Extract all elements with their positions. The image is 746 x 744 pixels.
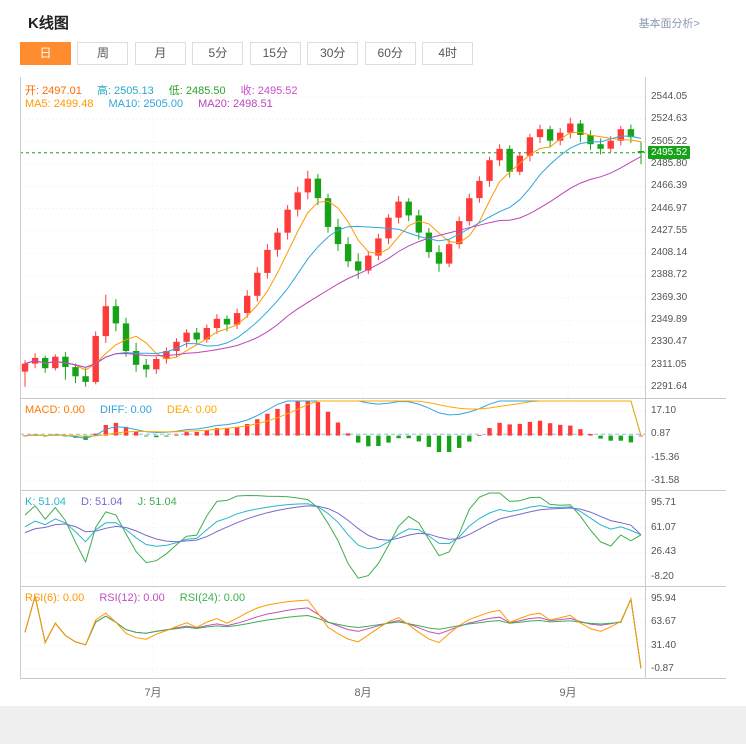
period-tabs: 日 周 月 5分 15分 30分 60分 4时 (20, 42, 746, 65)
axis-tick: 2330.47 (651, 336, 688, 348)
ma5-label: MA5: (25, 98, 51, 110)
rsi-plot[interactable] (20, 587, 646, 684)
kdj-legend: K: 51.04 D: 51.04 J: 51.04 (25, 496, 189, 508)
axis-tick: 2311.05 (651, 358, 687, 370)
ma20-label: MA20: (198, 98, 230, 110)
axis-tick: 17.10 (651, 405, 677, 416)
month-label-july: 7月 (144, 687, 162, 699)
axis-tick: 2544.05 (651, 91, 688, 102)
axis-tick: 2466.39 (651, 180, 688, 192)
rsi-legend: RSI(6): 0.00 RSI(12): 0.00 RSI(24): 0.00 (25, 592, 257, 604)
main-kline-panel: 开: 2497.01 高: 2505.13 低: 2485.50 收: 2495.52 … (20, 77, 726, 399)
rsi24-label: RSI(24): (179, 592, 221, 604)
high-value: 2505.13 (113, 85, 154, 97)
ma-legend: MA5: 2499.48 MA10: 2505.00 MA20: 2498.51 (25, 98, 285, 110)
current-price-badge: 2495.52 (648, 145, 691, 159)
axis-tick: -31.58 (651, 475, 680, 486)
ma10-label: MA10: (108, 98, 141, 110)
tab-15min[interactable]: 15分 (249, 42, 301, 65)
ma5-value: 2499.48 (53, 98, 94, 110)
tab-30min[interactable]: 30分 (307, 42, 359, 65)
rsi-panel: RSI(6): 0.00 RSI(12): 0.00 RSI(24): 0.00 95… (20, 587, 726, 679)
axis-tick: 95.94 (651, 593, 677, 604)
d-label: D: (81, 496, 92, 508)
axis-tick: 61.07 (651, 521, 677, 533)
tab-week[interactable]: 周 (77, 42, 129, 65)
high-label: 高: (96, 85, 111, 97)
page-title: K线图 (28, 15, 69, 32)
k-value: 51.04 (38, 496, 66, 508)
macd-panel: MACD: 0.00 DIFF: 0.00 DEA: 0.00 17.10 0.87 -1… (20, 399, 726, 491)
ohlc-legend: 开: 2497.01 高: 2505.13 低: 2485.50 收: 2495.52 (25, 82, 310, 98)
month-label-september: 9月 (559, 687, 577, 699)
rsi12-label: RSI(12): (99, 592, 141, 604)
axis-tick: 2291.64 (651, 381, 688, 392)
rsi24-value: 0.00 (223, 592, 246, 604)
axis-tick: 2446.97 (651, 202, 688, 214)
diff-label: DIFF: (99, 404, 128, 416)
close-label: 收: (240, 85, 255, 97)
dea-label: DEA: (166, 404, 193, 416)
ma10-value: 2505.00 (143, 98, 184, 110)
axis-tick: -15.36 (651, 451, 680, 463)
macd-legend: MACD: 0.00 DIFF: 0.00 DEA: 0.00 (25, 404, 229, 416)
axis-tick: 63.67 (651, 616, 677, 628)
axis-tick: 95.71 (651, 497, 677, 508)
tab-day[interactable]: 日 (20, 42, 71, 65)
rsi6-value: 0.00 (62, 592, 85, 604)
x-axis: 7月 8月 9月 (20, 679, 726, 701)
axis-tick: 26.43 (651, 546, 677, 558)
axis-tick: 2349.89 (651, 314, 688, 326)
dea-value: 0.00 (195, 404, 218, 416)
macd-label: MACD: (25, 404, 61, 416)
j-label: J: (137, 496, 147, 508)
open-value: 2497.01 (42, 85, 82, 97)
chart-widget: 开: 2497.01 高: 2505.13 低: 2485.50 收: 2495.52 … (20, 77, 726, 701)
axis-tick: 2427.55 (651, 224, 688, 236)
axis-tick: -8.20 (651, 571, 674, 582)
low-label: 低: (168, 85, 183, 97)
header: K线图 基本面分析> (0, 0, 746, 42)
axis-tick: 31.40 (651, 639, 677, 651)
rsi6-label: RSI(6): (25, 592, 60, 604)
diff-value: 0.00 (130, 404, 152, 416)
axis-tick: 2408.14 (651, 247, 688, 259)
j-value: 51.04 (149, 496, 177, 508)
ma20-value: 2498.51 (232, 98, 273, 110)
axis-tick: -0.87 (651, 663, 674, 674)
close-value: 2495.52 (257, 85, 298, 97)
tab-60min[interactable]: 60分 (364, 42, 416, 65)
tab-4hour[interactable]: 4时 (422, 42, 474, 65)
fundamental-analysis-link[interactable]: 基本面分析> (638, 18, 700, 30)
axis-tick: 2369.30 (651, 291, 688, 303)
open-label: 开: (25, 85, 40, 97)
axis-tick: 2388.72 (651, 269, 688, 281)
macd-value: 0.00 (63, 404, 85, 416)
month-label-august: 8月 (354, 687, 372, 699)
axis-tick: 2485.80 (651, 157, 688, 169)
tab-month[interactable]: 月 (134, 42, 186, 65)
macd-plot[interactable] (20, 399, 646, 496)
page-footer-strip (0, 706, 746, 744)
low-value: 2485.50 (185, 85, 226, 97)
axis-tick: 2524.63 (651, 113, 688, 125)
rsi12-value: 0.00 (143, 592, 165, 604)
axis-tick: 2505.22 (651, 135, 688, 147)
kdj-panel: K: 51.04 D: 51.04 J: 51.04 95.71 61.07 26.43-… (20, 491, 726, 587)
kdj-plot[interactable] (20, 491, 646, 592)
k-label: K: (25, 496, 36, 508)
d-value: 51.04 (95, 496, 123, 508)
tab-5min[interactable]: 5分 (192, 42, 244, 65)
kline-plot[interactable] (20, 77, 646, 404)
axis-tick: 0.87 (651, 428, 671, 440)
